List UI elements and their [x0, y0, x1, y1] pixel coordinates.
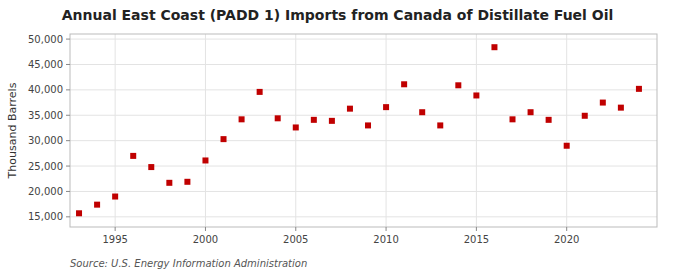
x-grid-line	[205, 34, 206, 227]
point	[600, 100, 606, 106]
x-tick-label: 2015	[464, 234, 489, 245]
point	[76, 210, 82, 216]
point	[491, 44, 497, 50]
x-grid-line	[476, 34, 477, 227]
x-tick	[476, 227, 477, 231]
y-grid-line	[70, 89, 657, 90]
y-grid-line	[70, 64, 657, 65]
x-tick	[566, 227, 567, 231]
chart: Annual East Coast (PADD 1) Imports from …	[0, 0, 675, 275]
point	[510, 116, 516, 122]
y-tick	[66, 39, 70, 40]
y-tick	[66, 191, 70, 192]
y-tick	[66, 140, 70, 141]
x-grid-line	[295, 34, 296, 227]
point	[401, 81, 407, 87]
y-axis-label: Thousand Barrels	[6, 82, 19, 179]
grid	[70, 34, 657, 227]
point	[618, 105, 624, 111]
y-tick	[66, 64, 70, 65]
point	[148, 164, 154, 170]
point	[221, 136, 227, 142]
point	[311, 117, 317, 123]
y-tick	[66, 89, 70, 90]
point	[130, 153, 136, 159]
y-grid-line	[70, 166, 657, 167]
point	[528, 109, 534, 115]
y-tick-label: 20,000	[28, 186, 63, 197]
y-grid-line	[70, 39, 657, 40]
point	[546, 117, 552, 123]
title: Annual East Coast (PADD 1) Imports from …	[62, 7, 614, 23]
point	[329, 118, 335, 124]
point	[636, 86, 642, 92]
point	[166, 180, 172, 186]
point	[112, 194, 118, 200]
point	[275, 115, 281, 121]
y-axis: 15,000 20,000 25,000 30,000 35,000 40,000 45,0…	[28, 34, 70, 223]
point	[383, 104, 389, 110]
source-note: Source: U.S. Energy Information Administ…	[70, 258, 307, 269]
x-tick-label: 2010	[373, 234, 398, 245]
y-tick-label: 15,000	[28, 211, 63, 222]
y-grid-line	[70, 216, 657, 217]
x-grid-line	[566, 34, 567, 227]
y-grid-line	[70, 191, 657, 192]
point	[564, 143, 570, 149]
y-tick-label: 50,000	[28, 34, 63, 45]
point	[347, 106, 353, 112]
point	[419, 109, 425, 115]
point	[94, 202, 100, 208]
x-tick-label: 1995	[102, 234, 127, 245]
point	[437, 122, 443, 128]
x-tick-label: 2005	[283, 234, 308, 245]
y-tick-label: 25,000	[28, 161, 63, 172]
y-tick	[66, 216, 70, 217]
y-tick-label: 40,000	[28, 84, 63, 95]
point	[239, 116, 245, 122]
x-grid-line	[386, 34, 387, 227]
point	[365, 122, 371, 128]
y-tick-label: 30,000	[28, 135, 63, 146]
y-tick-label: 45,000	[28, 59, 63, 70]
x-tick	[205, 227, 206, 231]
y-tick	[66, 115, 70, 116]
x-tick	[115, 227, 116, 231]
point	[293, 124, 299, 130]
y-grid-line	[70, 115, 657, 116]
point	[473, 92, 479, 98]
x-tick-label: 2000	[193, 234, 218, 245]
y-tick-label: 35,000	[28, 110, 63, 121]
x-tick	[295, 227, 296, 231]
plot-frame	[70, 34, 657, 227]
x-axis: 1995 2000 2005 2010 2015 2020	[102, 227, 579, 245]
point	[202, 157, 208, 163]
points	[76, 44, 642, 216]
x-tick-label: 2020	[554, 234, 579, 245]
point	[184, 179, 190, 185]
point	[582, 113, 588, 119]
point	[455, 82, 461, 88]
y-tick	[66, 166, 70, 167]
x-tick	[386, 227, 387, 231]
point	[257, 89, 263, 95]
y-grid-line	[70, 140, 657, 141]
